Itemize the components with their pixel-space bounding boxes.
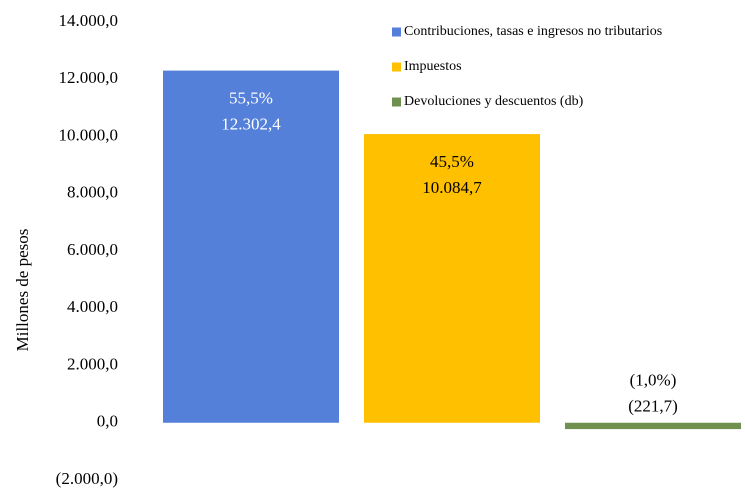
share-label: 55,5% [229,89,273,108]
y-axis-label: Millones de pesos [13,229,32,352]
legend-label: Impuestos [404,59,462,74]
legend-swatch [392,97,401,107]
legend-label: Devoluciones y descuentos (db) [404,94,584,109]
y-tick-label: 12.000,0 [59,68,119,87]
value-label: (221,7) [628,397,678,416]
y-tick-label: (2.000,0) [56,469,118,488]
y-tick-label: 6.000,0 [67,240,118,259]
y-tick-label: 4.000,0 [67,297,118,316]
bar [565,422,741,430]
y-tick-label: 2.000,0 [67,354,118,373]
value-label: 12.302,4 [221,115,281,134]
y-tick-label: 10.000,0 [59,125,119,144]
share-label: 45,5% [430,152,474,171]
share-label: (1,0%) [630,371,677,390]
bar [163,70,339,423]
legend-swatch [392,62,401,72]
y-tick-label: 0,0 [97,412,118,431]
bar [364,134,540,423]
legend-label: Contribuciones, tasas e ingresos no trib… [404,24,662,39]
legend-swatch [392,27,401,37]
y-tick-label: 14.000,0 [59,11,119,30]
y-tick-label: 8.000,0 [67,183,118,202]
value-label: 10.084,7 [422,178,482,197]
